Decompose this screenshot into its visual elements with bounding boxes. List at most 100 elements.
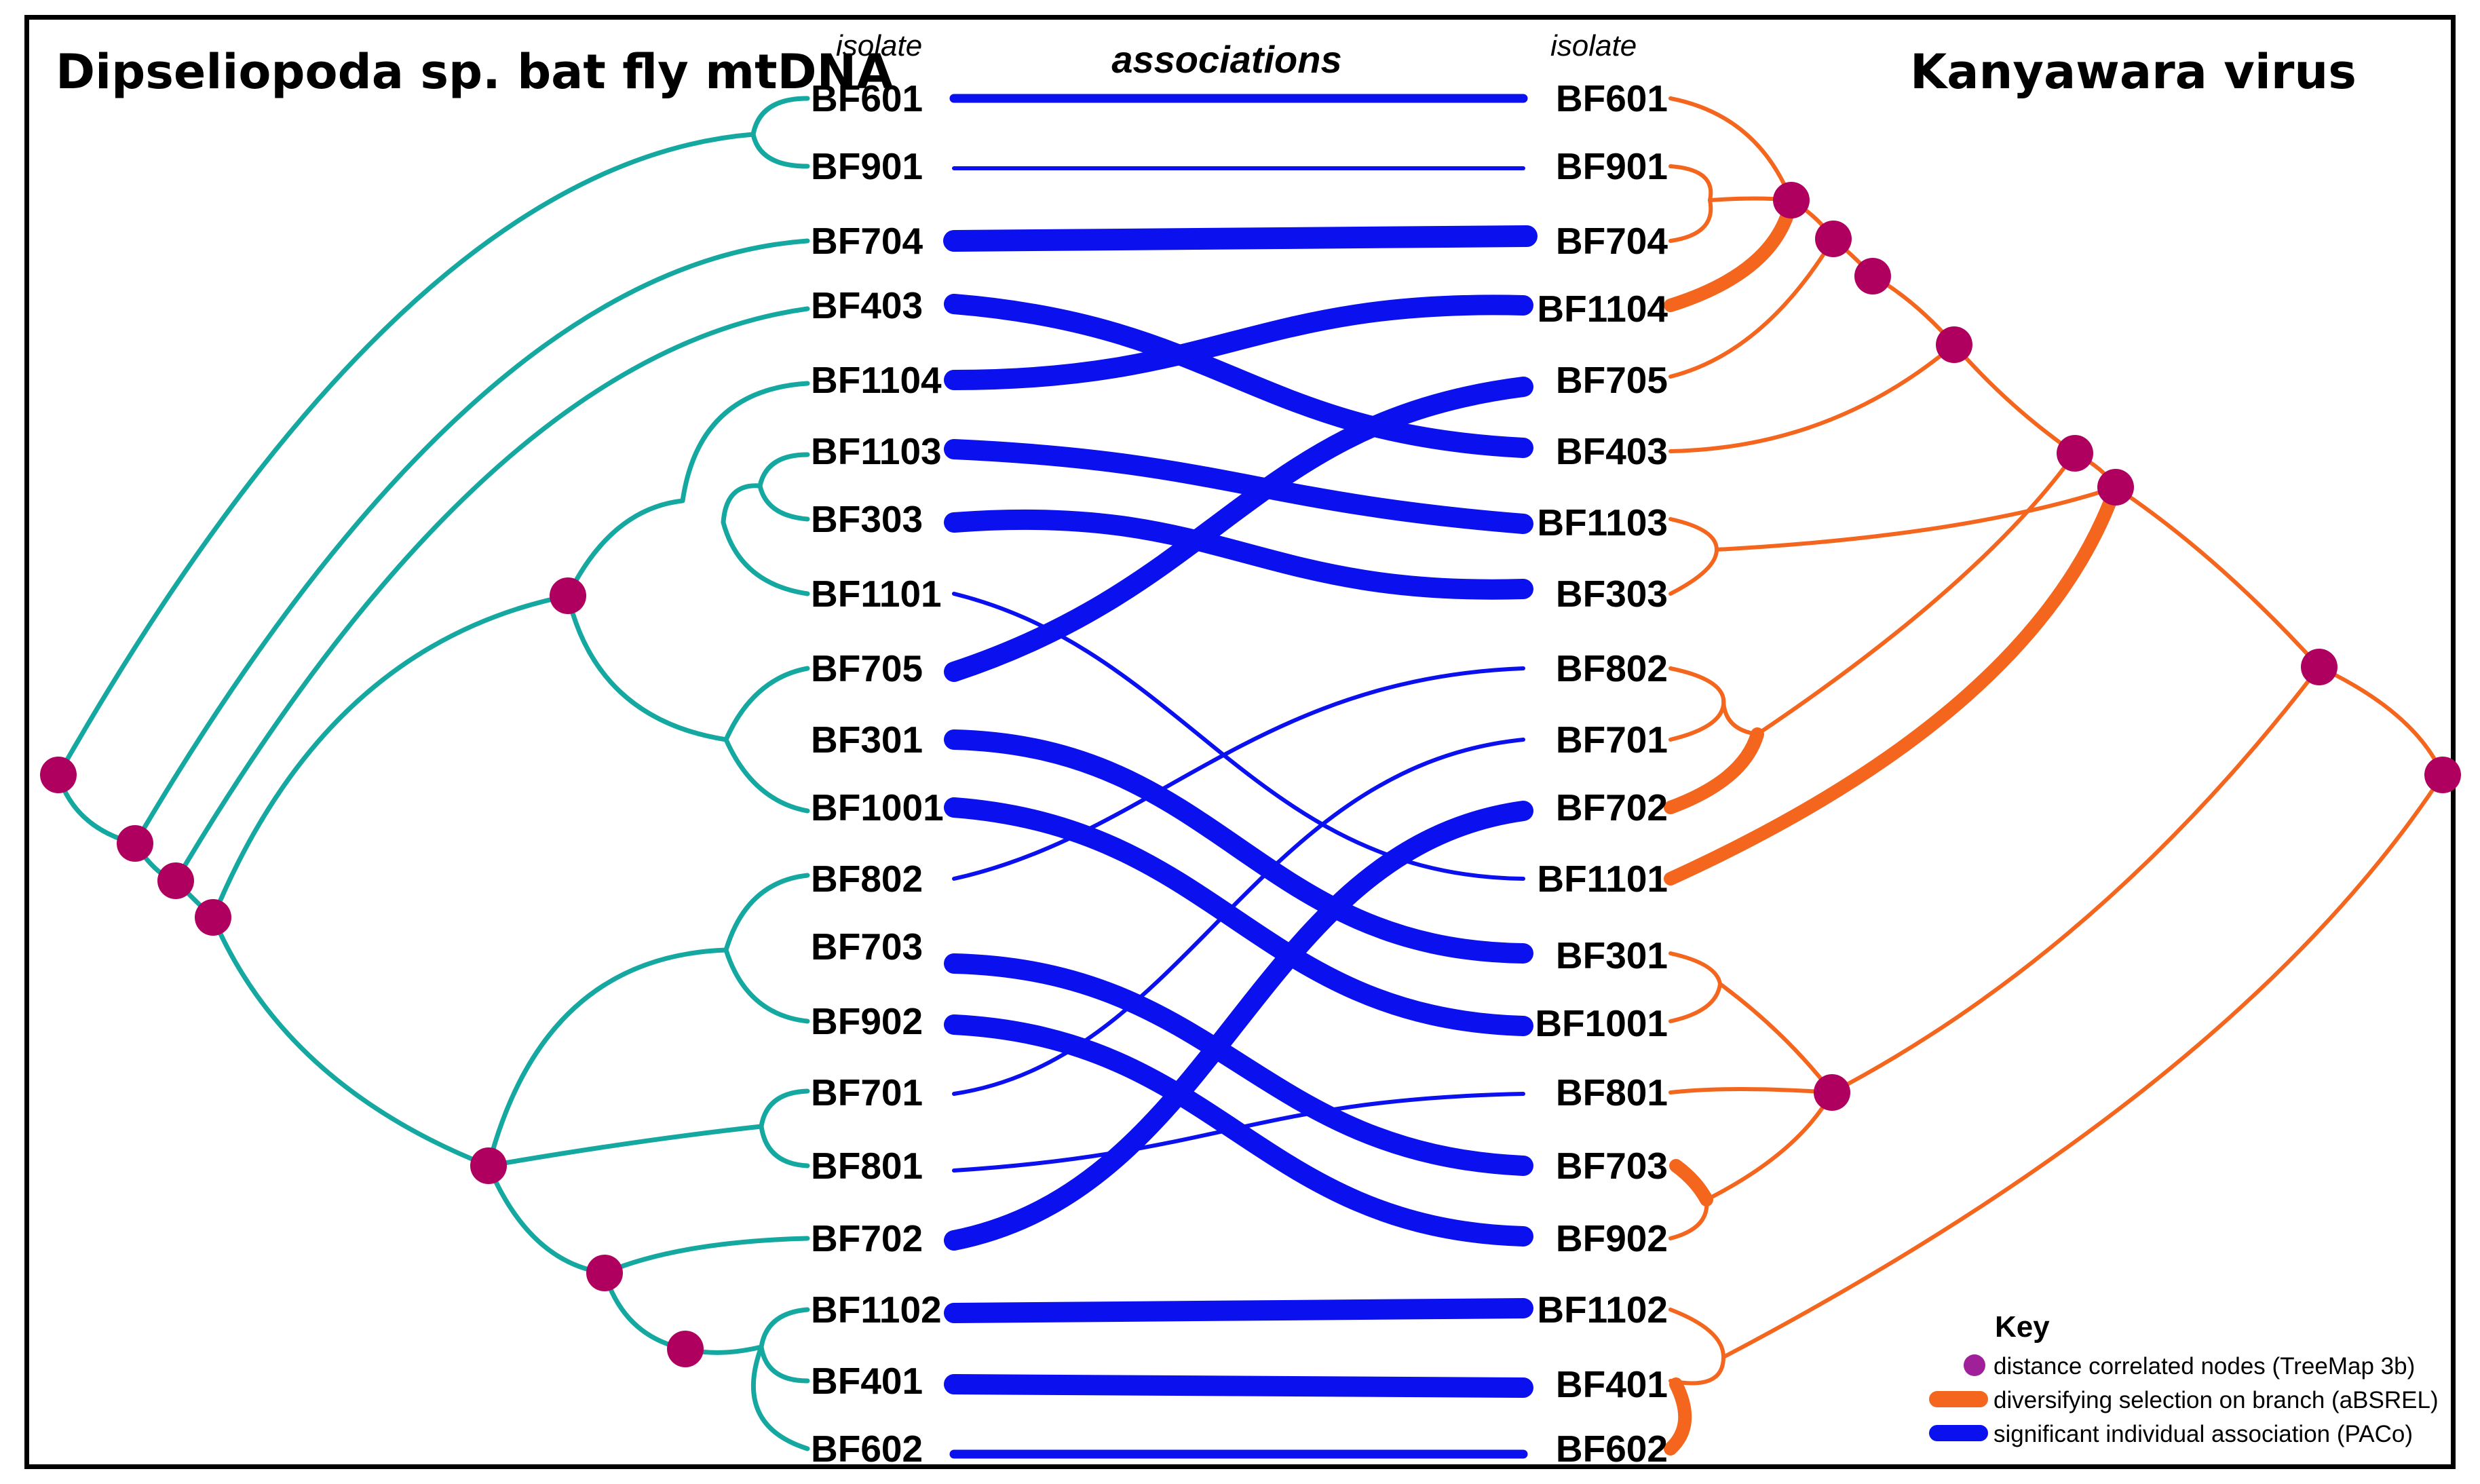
- association-line: [944, 1374, 1533, 1398]
- virus-tip-label: BF401: [1556, 1363, 1668, 1405]
- host-tip-label: BF403: [811, 284, 923, 326]
- association-line: [944, 1298, 1533, 1323]
- host-branch: [486, 947, 729, 1168]
- host-tip-labels: BF601 BF901 BF704 BF403 BF1104 BF1103 BF303 BF1…: [811, 77, 944, 1470]
- host-branch: [565, 498, 685, 598]
- virus-tip-label: BF303: [1556, 573, 1668, 615]
- host-tip-label: BF1001: [811, 786, 944, 829]
- host-branch: [173, 306, 810, 883]
- selected-branch: [1669, 1159, 1713, 1206]
- correlated-node: [117, 825, 153, 862]
- correlated-node: [2097, 469, 2134, 506]
- correlated-node: [195, 899, 231, 936]
- correlated-node: [550, 577, 586, 614]
- correlated-node: [1815, 221, 1852, 257]
- host-tip-label: BF701: [811, 1071, 923, 1114]
- isolate-label-right: isolate: [1550, 29, 1637, 62]
- correlated-node: [470, 1147, 507, 1184]
- virus-branch: [2317, 665, 2445, 777]
- legend: Key distance correlated nodes (TreeMap 3…: [1929, 1310, 2439, 1447]
- selected-branch: [1664, 480, 2122, 886]
- correlated-node: [1773, 182, 1810, 218]
- virus-tip-label: BF602: [1556, 1428, 1668, 1470]
- host-tip-label: BF802: [811, 858, 923, 900]
- host-branch: [759, 1088, 810, 1168]
- virus-tip-label: BF1103: [1537, 501, 1668, 544]
- virus-branch: [1668, 517, 1719, 596]
- host-tip-label: BF1103: [811, 430, 942, 472]
- host-branch: [750, 1344, 810, 1451]
- host-nodes: [40, 577, 704, 1367]
- host-branch: [602, 1236, 810, 1276]
- host-branch: [723, 666, 810, 814]
- host-tip-label: BF401: [811, 1360, 923, 1402]
- virus-branch: [1715, 485, 2118, 552]
- host-branch: [721, 483, 810, 596]
- virus-branch: [1668, 951, 1723, 1023]
- correlated-node: [40, 757, 77, 793]
- legend-label-association: significant individual association (PACo…: [1993, 1421, 2413, 1447]
- virus-branch: [1668, 1198, 1709, 1240]
- virus-tip-label: BF601: [1556, 77, 1668, 119]
- association-line: [944, 797, 1533, 1036]
- virus-tip-label: BF902: [1556, 1217, 1668, 1259]
- virus-tree-title: Kanyawara virus: [1910, 44, 2357, 100]
- virus-branch: [1668, 1087, 1834, 1095]
- host-branch: [210, 915, 491, 1168]
- virus-tip-label: BF1102: [1537, 1289, 1668, 1331]
- correlated-node: [667, 1331, 704, 1367]
- virus-tip-label: BF705: [1556, 359, 1668, 401]
- host-branch: [759, 1307, 810, 1384]
- host-tip-label: BF601: [811, 77, 923, 119]
- virus-branch: [1721, 773, 2445, 1359]
- host-branch: [486, 1163, 607, 1276]
- host-branch: [132, 238, 810, 846]
- host-tip-label: BF1102: [811, 1289, 942, 1331]
- host-tip-label: BF704: [811, 220, 923, 262]
- associations-heading: associations: [1111, 38, 1341, 81]
- virus-phylogeny: [1668, 96, 2445, 1386]
- association-line: [952, 666, 1525, 881]
- association-line: [944, 801, 1533, 1251]
- virus-branch: [1721, 697, 1759, 736]
- selected-branch: [1664, 727, 1764, 814]
- association-line: [952, 1092, 1525, 1173]
- virus-tip-label: BF703: [1556, 1145, 1668, 1187]
- virus-branch: [1668, 666, 1726, 742]
- virus-branch: [1755, 451, 2077, 736]
- virus-branch: [2114, 485, 2321, 669]
- virus-tip-labels: BF601 BF901 BF704 BF1104 BF705 BF403 BF1103 BF3…: [1535, 77, 1668, 1470]
- virus-branch: [1952, 343, 2077, 455]
- correlated-node: [1814, 1074, 1850, 1111]
- virus-tip-label: BF301: [1556, 934, 1668, 976]
- virus-tip-label: BF1001: [1535, 1002, 1668, 1044]
- legend-label-nodes: distance correlated nodes (TreeMap 3b): [1993, 1353, 2415, 1380]
- host-branch: [565, 593, 729, 742]
- virus-tip-label: BF801: [1556, 1071, 1668, 1114]
- virus-branch: [1704, 1090, 1834, 1202]
- isolate-label-left: isolate: [836, 29, 922, 62]
- correlated-node: [2424, 757, 2461, 793]
- host-tip-label: BF301: [811, 719, 923, 761]
- host-tip-label: BF703: [811, 926, 923, 968]
- virus-tip-label: BF1104: [1537, 288, 1668, 330]
- virus-branch: [1830, 665, 2321, 1095]
- host-tip-label: BF602: [811, 1428, 923, 1470]
- host-branch: [210, 593, 571, 920]
- host-tip-label: BF1101: [811, 573, 942, 615]
- virus-branch: [1668, 164, 1713, 243]
- association-line: [943, 225, 1538, 252]
- legend-title: Key: [1995, 1310, 2050, 1344]
- virus-tip-label: BF802: [1556, 647, 1668, 689]
- host-tip-label: BF1104: [811, 359, 942, 401]
- virus-nodes: [1773, 182, 2461, 1111]
- selected-branch: [1664, 1377, 1692, 1456]
- legend-label-selection: diversifying selection on branch (aBSREL…: [1993, 1387, 2439, 1413]
- virus-tip-label: BF702: [1556, 786, 1668, 829]
- host-branch: [680, 381, 810, 503]
- host-tip-label: BF801: [811, 1145, 923, 1187]
- association-line: [944, 294, 1533, 390]
- correlated-node: [157, 862, 194, 899]
- association-line: [944, 729, 1533, 964]
